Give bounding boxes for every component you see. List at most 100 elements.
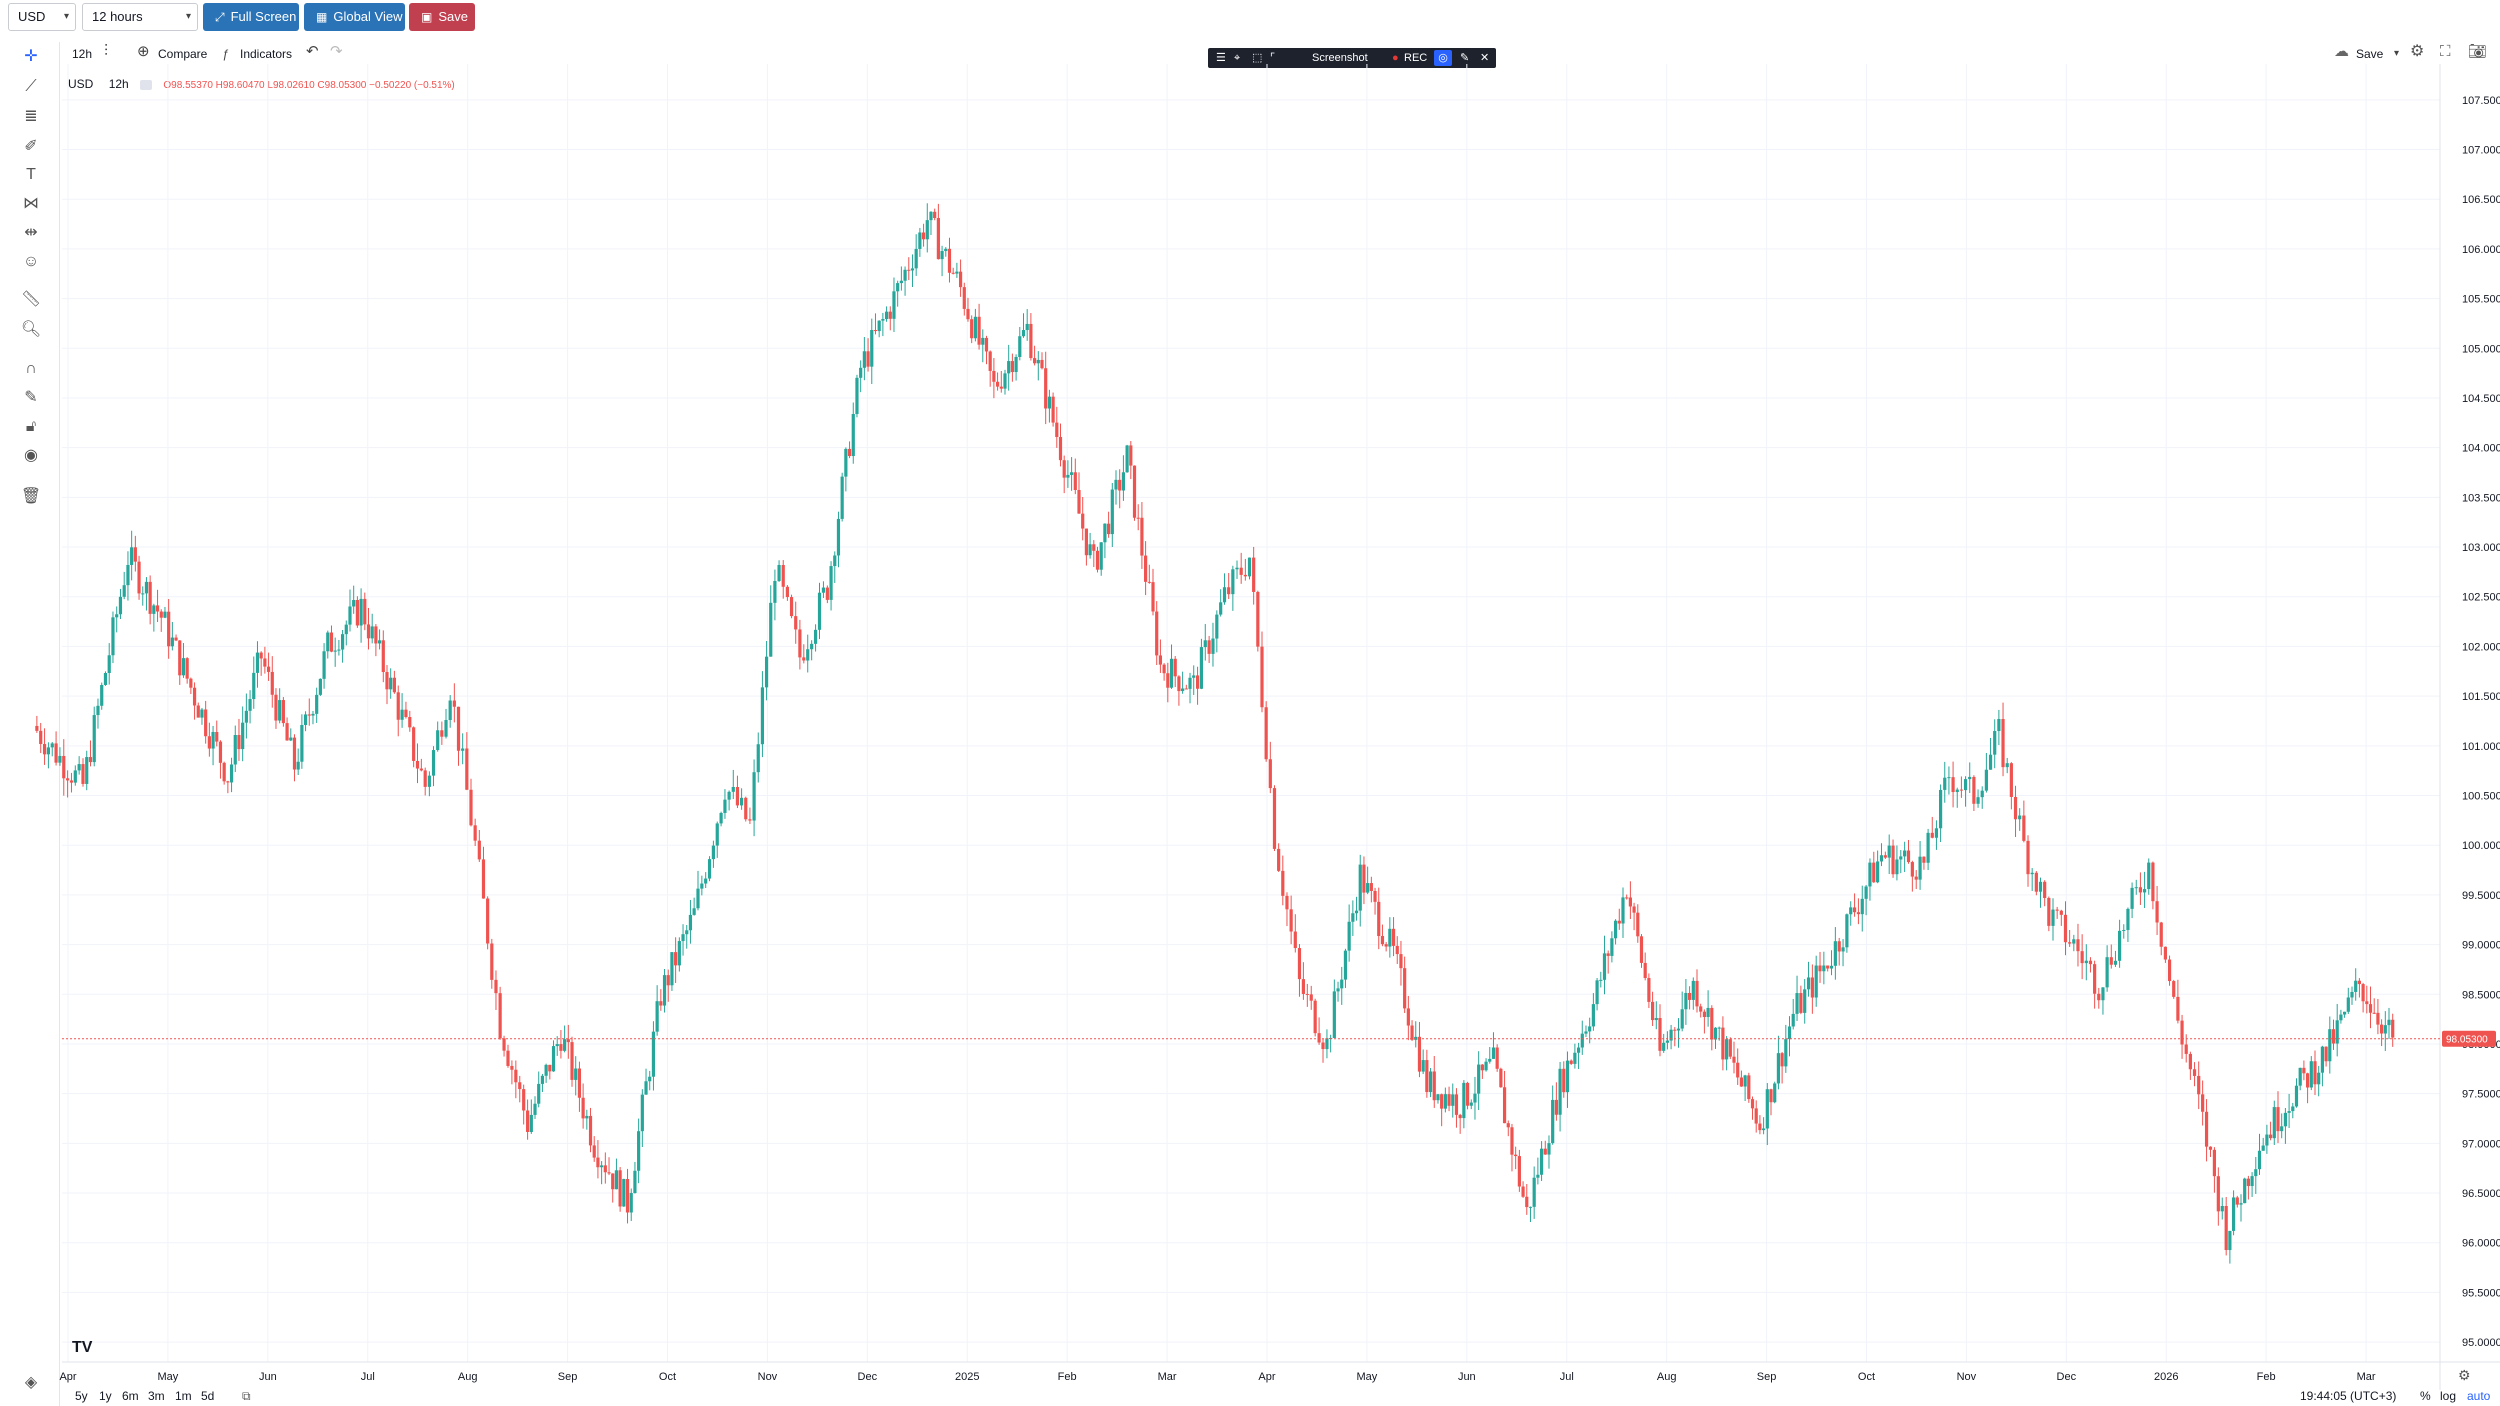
compare-button[interactable]: Compare (158, 47, 208, 61)
legend-toggle-icon[interactable] (140, 79, 153, 90)
candle-body (408, 717, 412, 728)
candle-body (833, 555, 837, 567)
range-5d[interactable]: 5d (201, 1389, 215, 1403)
crosshair-icon[interactable]: ✛ (24, 48, 38, 65)
gear-icon[interactable]: ⚙ (2410, 43, 2425, 60)
candle-body (2176, 996, 2180, 1021)
candle-body (1222, 587, 1227, 603)
prediction-icon[interactable]: ⇹ (24, 224, 38, 241)
zoom-icon[interactable]: 🔍︎ (20, 321, 42, 338)
interval-select[interactable]: 12 hours ▾ (82, 3, 198, 31)
candle-body (555, 1044, 559, 1047)
candle-body (200, 709, 204, 718)
candle-body (107, 655, 111, 674)
menu-icon[interactable]: ☰ (1216, 52, 1226, 64)
candle-body (1354, 910, 1359, 914)
time-tick-label: Nov (758, 1371, 778, 1383)
candle-body (966, 308, 970, 320)
rec-button[interactable]: REC (1404, 52, 1428, 64)
candle-body (300, 725, 304, 762)
fullscreen-icon[interactable]: ⛶ (2440, 43, 2451, 60)
candle-body (122, 585, 126, 597)
emoji-icon[interactable]: ☺ (22, 253, 40, 270)
camera-icon[interactable]: 📷︎ (2468, 43, 2488, 60)
pattern-icon[interactable]: ⋈ (23, 195, 39, 212)
text-icon[interactable]: T (26, 166, 36, 183)
ruler-icon[interactable]: 📏︎ (20, 291, 42, 308)
auto-toggle[interactable]: auto (2467, 1389, 2491, 1403)
percent-toggle[interactable]: % (2420, 1389, 2431, 1403)
range-3m[interactable]: 3m (148, 1389, 165, 1403)
candle-body (2155, 901, 2159, 923)
redo-icon[interactable]: ↷ (330, 43, 343, 60)
magnet-icon[interactable]: ∩ (25, 360, 37, 377)
brush-icon[interactable]: ✐ (24, 138, 38, 155)
candle-body (756, 744, 760, 773)
candle-body (666, 975, 670, 986)
candle-body (1856, 912, 1861, 915)
window-select-icon[interactable]: ⬚ (1252, 52, 1263, 64)
candle-body (1806, 977, 1811, 990)
candle-body (1029, 323, 1033, 359)
symbol-select[interactable]: USD ▾ (8, 3, 76, 31)
candle-body (1340, 979, 1344, 989)
save-button[interactable]: ▣ Save (409, 3, 475, 31)
candle-body (2088, 960, 2093, 965)
candle-body (810, 643, 814, 650)
range-6m[interactable]: 6m (122, 1389, 139, 1403)
save-layout-button[interactable]: Save (2356, 47, 2384, 61)
calendar-icon[interactable]: ⧉ (242, 1389, 251, 1403)
crosshair-select-icon[interactable]: ⌖ (1234, 52, 1241, 64)
object-tree-icon[interactable]: ◈ (24, 1374, 38, 1391)
fib-icon[interactable]: ≣ (24, 108, 38, 125)
region-select-icon[interactable]: ⌜ (1270, 52, 1276, 64)
axis-settings-icon[interactable]: ⚙ (2458, 1367, 2471, 1383)
range-5y[interactable]: 5y (75, 1389, 88, 1403)
close-icon[interactable]: ✕ (1480, 52, 1490, 64)
candle-body (2231, 1197, 2236, 1231)
candle-body (740, 797, 744, 806)
interval-button[interactable]: 12h (72, 47, 93, 61)
candle-body (988, 351, 992, 371)
candle-body (1736, 1062, 1740, 1078)
candle-body (1547, 1143, 1551, 1155)
candle-body (859, 367, 863, 378)
pen-icon[interactable]: ✎ (1460, 52, 1470, 64)
add-compare-icon[interactable]: ⊕ (137, 43, 150, 60)
eye-icon[interactable]: ◉ (24, 447, 38, 464)
candle-body (1699, 1006, 1703, 1012)
global-view-button[interactable]: ▦ Global View (304, 3, 405, 31)
candle-body (1750, 1099, 1755, 1109)
candle-body (1088, 544, 1092, 556)
candle-body (777, 565, 781, 581)
undo-icon[interactable]: ↶ (306, 43, 319, 60)
range-1y[interactable]: 1y (99, 1389, 112, 1403)
lock-icon[interactable]: 🔓︎ (25, 418, 37, 435)
candle-body (1235, 567, 1239, 570)
trash-icon[interactable]: 🗑︎ (20, 488, 42, 505)
capture-icon[interactable]: ◎ (1434, 50, 1452, 66)
full-screen-button[interactable]: ⤢ Full Screen (203, 3, 299, 31)
indicators-button[interactable]: Indicators (240, 47, 293, 61)
candle-body (688, 914, 693, 931)
candle-body (396, 692, 400, 720)
candle-body (1747, 1075, 1751, 1100)
range-1m[interactable]: 1m (175, 1389, 192, 1403)
candle-body (1643, 962, 1647, 979)
candle-body (537, 1083, 541, 1104)
trend-line-icon[interactable]: ⟋ (25, 78, 37, 95)
lock-drawing-icon[interactable]: ✎ (24, 389, 38, 406)
time-tick-label: Oct (659, 1371, 676, 1383)
candle-body (1739, 1077, 1744, 1087)
candle-body (452, 700, 456, 707)
chevron-down-icon[interactable]: ▾ (2394, 48, 2400, 59)
candle-body (2224, 1206, 2228, 1251)
candle-body (278, 700, 282, 721)
candle-body (644, 1081, 648, 1095)
candle-body (629, 1193, 633, 1213)
candle-body (817, 592, 822, 630)
log-toggle[interactable]: log (2440, 1389, 2457, 1403)
candle-body (855, 377, 859, 414)
chart-type-icon[interactable]: ⫶ (104, 43, 109, 60)
